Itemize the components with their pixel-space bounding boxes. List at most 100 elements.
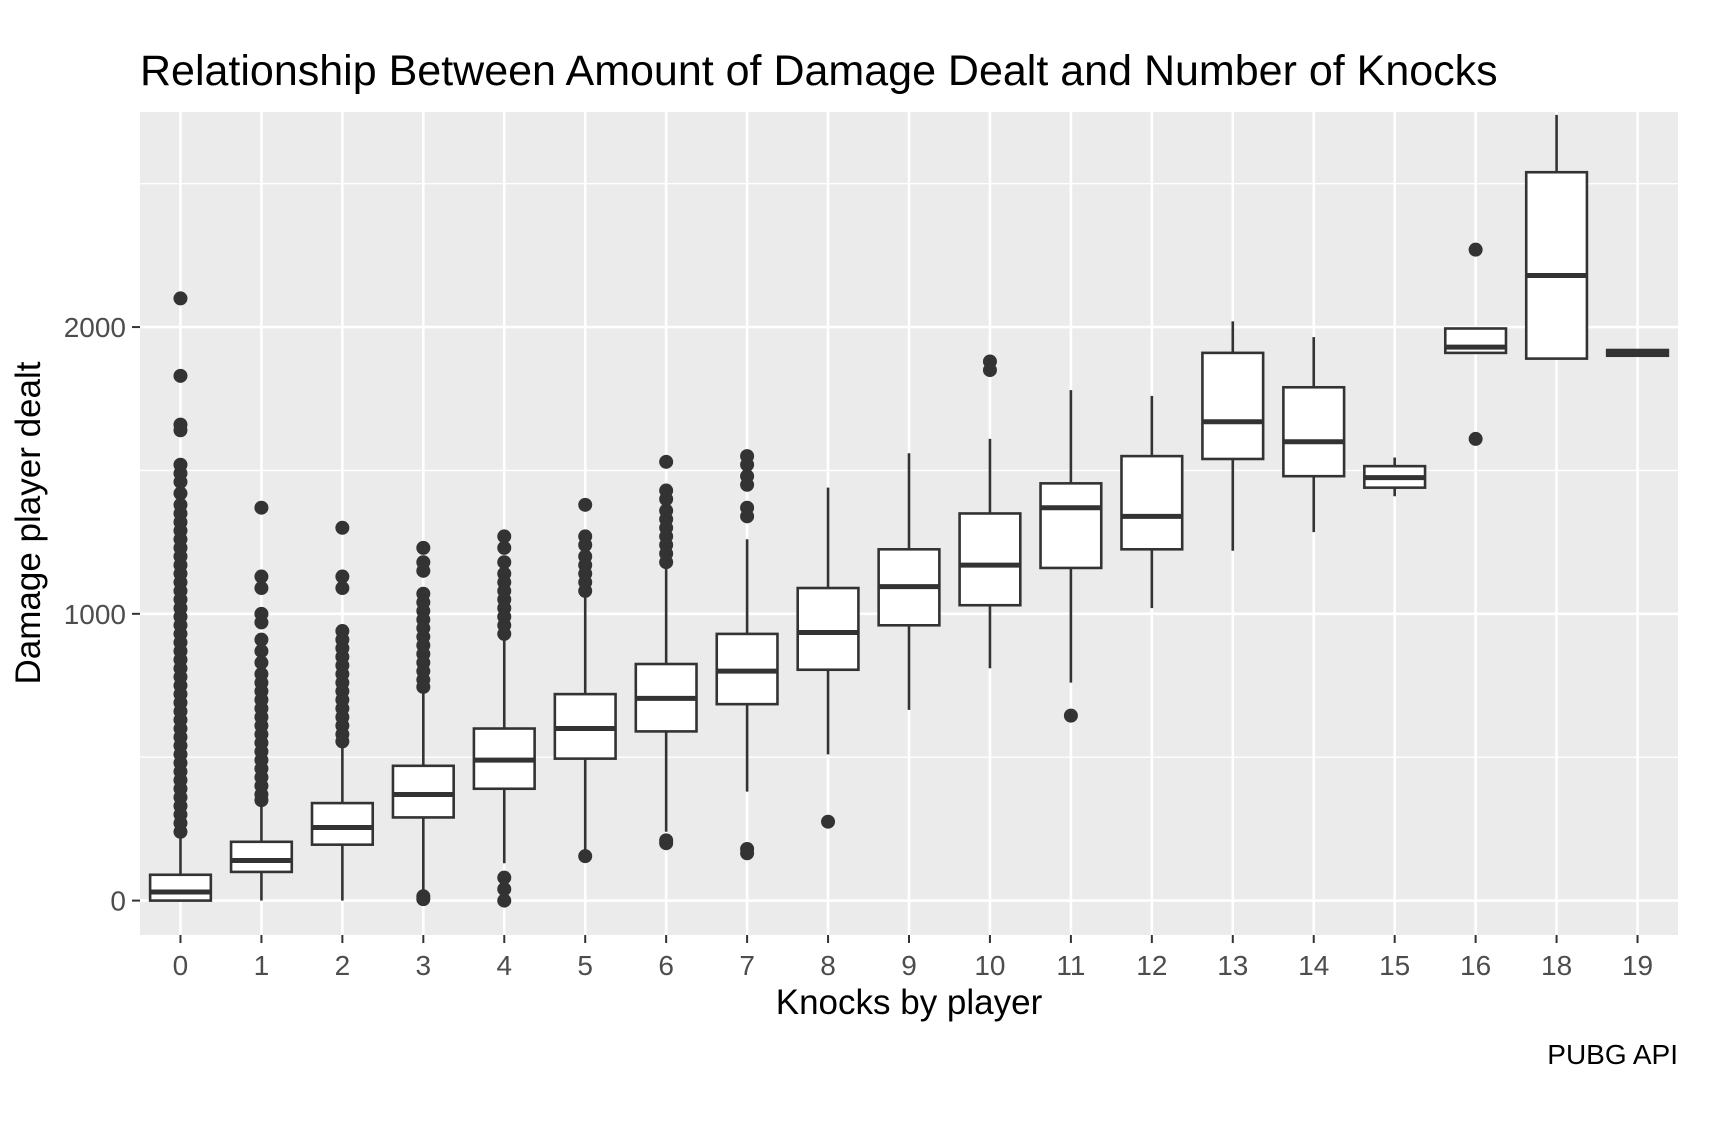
outlier-point <box>740 846 755 861</box>
outlier-point <box>173 474 188 489</box>
outlier-point <box>254 632 269 647</box>
outlier-point <box>497 870 512 885</box>
outlier-point <box>254 569 269 584</box>
outlier-point <box>1468 431 1483 446</box>
outlier-point <box>416 892 431 907</box>
outlier-point <box>335 734 350 749</box>
chart-caption: PUBG API <box>1547 1039 1678 1070</box>
outlier-point <box>659 454 674 469</box>
iqr-box <box>796 586 860 672</box>
outlier-point <box>578 849 593 864</box>
box-4 <box>472 636 536 864</box>
x-tick-label: 1 <box>254 950 270 981</box>
outlier-point <box>497 626 512 641</box>
boxes <box>148 114 1670 902</box>
outlier-point <box>821 814 836 829</box>
box-1 <box>229 801 294 901</box>
outlier-point <box>497 555 512 570</box>
x-tick-label: 4 <box>496 950 512 981</box>
box-7 <box>715 539 779 792</box>
outlier-point <box>1063 708 1078 723</box>
iqr-box <box>958 512 1022 607</box>
outlier-point <box>254 655 269 670</box>
x-tick-label: 10 <box>974 950 1005 981</box>
box-16 <box>1443 327 1508 355</box>
iqr-box <box>1039 482 1103 570</box>
outlier-point <box>254 644 269 659</box>
y-tick-label: 2000 <box>64 312 126 343</box>
outlier-point <box>173 824 188 839</box>
y-tick-label: 0 <box>110 886 126 917</box>
outlier-point <box>497 882 512 897</box>
x-tick-label: 16 <box>1460 950 1491 981</box>
iqr-box <box>148 873 213 902</box>
y-axis-label: Damage player dealt <box>9 361 48 684</box>
box-8 <box>796 487 860 755</box>
box-2 <box>310 744 375 901</box>
iqr-box <box>1282 385 1346 478</box>
outlier-point <box>416 679 431 694</box>
outlier-point <box>659 555 674 570</box>
x-tick-label: 3 <box>416 950 432 981</box>
x-axis-label: Knocks by player <box>776 983 1043 1022</box>
box-18 <box>1524 114 1589 360</box>
box-13 <box>1201 321 1265 551</box>
iqr-box <box>1120 454 1184 551</box>
x-tick-label: 12 <box>1136 950 1167 981</box>
outlier-point <box>335 520 350 535</box>
x-tick-label: 6 <box>658 950 674 981</box>
outlier-point <box>982 363 997 378</box>
outlier-point <box>1468 242 1483 257</box>
x-tick-label: 5 <box>577 950 593 981</box>
outlier-point <box>740 457 755 472</box>
outlier-point <box>740 509 755 524</box>
x-tick-label: 2 <box>335 950 351 981</box>
outlier-point <box>335 581 350 596</box>
x-tick-label: 15 <box>1379 950 1410 981</box>
iqr-box <box>1524 170 1589 360</box>
x-tick-label: 19 <box>1622 950 1653 981</box>
outlier-point <box>659 492 674 507</box>
box-12 <box>1120 395 1184 609</box>
x-tick-label: 11 <box>1056 950 1085 981</box>
box-0 <box>148 837 213 902</box>
y-tick-label: 1000 <box>64 599 126 630</box>
box-10 <box>958 438 1022 669</box>
box-9 <box>877 453 941 710</box>
x-tick-label: 13 <box>1217 950 1248 981</box>
outlier-point <box>416 540 431 555</box>
x-axis-ticks: 0 1 2 3 4 5 6 7 8 9 10 11 12 13 14 15 16 18 19 <box>173 935 1653 981</box>
box-6 <box>634 567 698 832</box>
outlier-point <box>578 538 593 553</box>
outlier-point <box>254 615 269 630</box>
outlier-point <box>497 529 512 544</box>
outlier-point <box>335 569 350 584</box>
outlier-point <box>578 497 593 512</box>
outlier-point <box>497 893 512 908</box>
x-tick-label: 9 <box>901 950 917 981</box>
outliers <box>173 242 1483 908</box>
outlier-point <box>497 540 512 555</box>
outlier-point <box>740 477 755 492</box>
y-axis-ticks: 0 1000 2000 <box>64 312 140 917</box>
outlier-point <box>659 836 674 851</box>
outlier-point <box>254 793 269 808</box>
outlier-point <box>254 500 269 515</box>
x-tick-label: 7 <box>739 950 755 981</box>
iqr-box <box>391 764 455 819</box>
chart-title: Relationship Between Amount of Damage De… <box>140 47 1498 95</box>
outlier-point <box>173 368 188 383</box>
box-5 <box>553 596 617 855</box>
x-tick-label: 8 <box>820 950 836 981</box>
box-3 <box>391 688 455 895</box>
iqr-box <box>229 840 294 874</box>
iqr-box <box>1201 351 1265 461</box>
x-tick-label: 14 <box>1298 950 1329 981</box>
box-15 <box>1363 457 1427 497</box>
box-14 <box>1282 337 1346 533</box>
outlier-point <box>173 291 188 306</box>
outlier-point <box>173 423 188 438</box>
outlier-point <box>254 581 269 596</box>
x-tick-label: 0 <box>173 950 189 981</box>
